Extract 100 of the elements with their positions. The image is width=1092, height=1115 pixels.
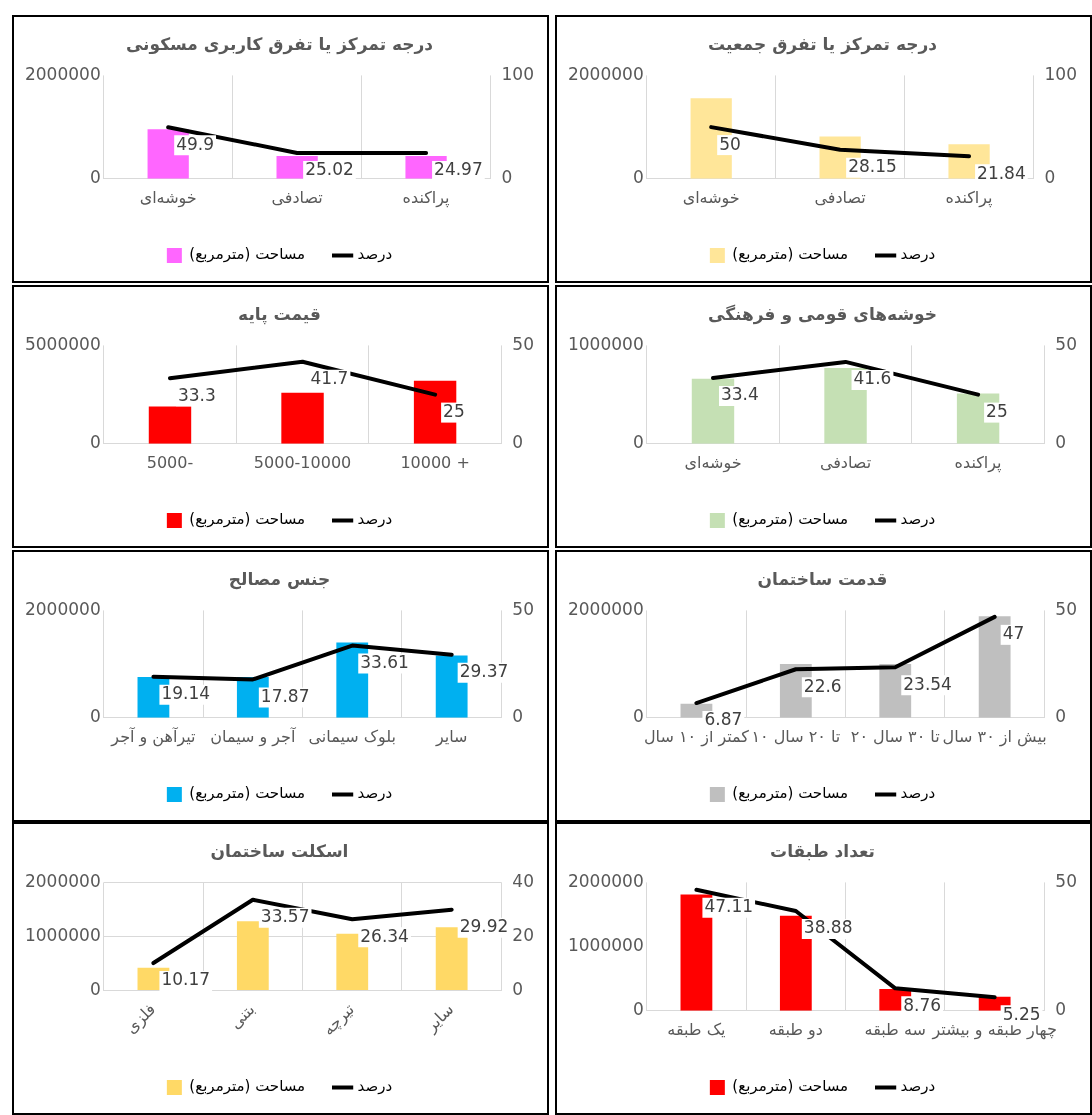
- legend-label: درصد: [357, 245, 393, 264]
- y-tick-label: 1000000: [567, 935, 644, 956]
- x-tick-label: تصادفی: [271, 187, 323, 207]
- data-label: 24.97: [434, 159, 483, 180]
- x-tick-label: سایر: [434, 726, 468, 747]
- y2-tick-label: 0: [501, 167, 513, 188]
- x-tick-label: 10000 +: [400, 452, 470, 472]
- x-tick-label: فلزی: [121, 999, 160, 1039]
- legend-label: درصد: [900, 245, 936, 264]
- y-tick-label: 0: [89, 432, 101, 453]
- legend-label: مساحت (مترمربع): [189, 1077, 306, 1096]
- y2-tick-label: 0: [512, 432, 524, 453]
- data-label: 29.37: [459, 661, 509, 682]
- y2-tick-label: 50: [1055, 870, 1078, 891]
- data-label: 6.87: [704, 709, 743, 730]
- chart-title: تعداد طبقات: [770, 840, 875, 861]
- data-label: 25: [443, 401, 465, 422]
- data-label: 33.57: [260, 906, 310, 927]
- x-tick-label: پراکنده: [954, 452, 1002, 473]
- y-tick-label: 0: [632, 432, 644, 453]
- y2-tick-label: 0: [1044, 167, 1056, 188]
- y-tick-label: 2000000: [24, 63, 101, 84]
- x-tick-label: ۱۰ تا ۲۰ سال: [751, 726, 841, 746]
- y2-tick-label: 0: [1055, 432, 1067, 453]
- data-label: 25.02: [305, 159, 354, 180]
- y2-tick-label: 50: [1055, 333, 1078, 354]
- data-label: 28.15: [848, 156, 897, 177]
- y2-tick-label: 50: [512, 333, 535, 354]
- x-tick-label: تصادفی: [814, 187, 866, 207]
- data-label: 10.17: [161, 969, 211, 990]
- legend-label: مساحت (مترمربع): [732, 510, 849, 529]
- bar: [281, 392, 324, 444]
- y2-tick-label: 0: [1055, 999, 1067, 1020]
- data-label: 22.6: [803, 675, 842, 696]
- x-tick-label: سه طبقه: [864, 1019, 926, 1039]
- x-tick-label: بلوک سیمانی: [308, 726, 397, 747]
- x-tick-label: پراکنده: [945, 187, 993, 208]
- x-tick-label: پراکنده: [402, 187, 450, 208]
- y-tick-label: 0: [89, 978, 101, 999]
- legend-label: مساحت (مترمربع): [189, 784, 306, 803]
- chart-title: اسکلت ساختمان: [210, 840, 349, 861]
- legend-label: مساحت (مترمربع): [189, 245, 306, 264]
- legend-label: درصد: [900, 1077, 936, 1096]
- legend-label: مساحت (مترمربع): [732, 1077, 849, 1096]
- x-tick-label: خوشه‌ای: [682, 187, 740, 208]
- x-tick-label: آجر و سیمان: [210, 726, 297, 747]
- chart-title: قدمت ساختمان: [757, 568, 888, 589]
- x-tick-label: یک طبقه: [667, 1019, 726, 1039]
- x-tick-label: 5000-10000: [253, 452, 352, 472]
- data-label: 41.6: [853, 368, 892, 389]
- bar: [148, 406, 192, 444]
- y-tick-label: 2000000: [567, 870, 644, 891]
- legend-label: درصد: [357, 510, 393, 529]
- data-label: 47.11: [704, 896, 754, 917]
- y-tick-label: 5000000: [24, 333, 101, 354]
- chart-title: قیمت پایه: [238, 303, 321, 325]
- y2-tick-label: 50: [512, 598, 535, 619]
- data-label: 33.61: [360, 652, 409, 673]
- x-tick-label: سایر: [420, 999, 459, 1037]
- data-label: 38.88: [803, 917, 853, 938]
- y-tick-label: 0: [89, 167, 101, 188]
- y-tick-label: 1000000: [24, 924, 101, 945]
- chart-title: جنس مصالح: [228, 568, 331, 590]
- y-tick-label: 0: [632, 706, 644, 727]
- chart-title: درجه تمرکز یا تفرق کاربری مسکونی: [125, 33, 434, 55]
- y2-tick-label: 0: [512, 706, 524, 727]
- legend-label: مساحت (مترمربع): [732, 245, 849, 264]
- data-label: 29.92: [459, 916, 509, 937]
- y-tick-label: 0: [632, 167, 644, 188]
- legend-label: درصد: [357, 784, 393, 803]
- x-tick-label: بتنی: [225, 999, 259, 1033]
- legend-label: مساحت (مترمربع): [189, 510, 306, 529]
- x-tick-label: تیرچه: [318, 999, 359, 1040]
- y-tick-label: 1000000: [567, 333, 644, 354]
- data-label: 8.76: [903, 994, 942, 1015]
- y-tick-label: 2000000: [567, 598, 644, 619]
- y2-tick-label: 20: [512, 924, 535, 945]
- x-tick-label: تیرآهن و آجر: [110, 726, 196, 747]
- data-label: 5.25: [1002, 1003, 1041, 1024]
- y-tick-label: 2000000: [24, 598, 101, 619]
- data-label: 49.9: [176, 133, 215, 154]
- chart-title: خوشه‌های قومی و فرهنگی: [707, 303, 938, 325]
- legend-label: درصد: [357, 1077, 393, 1096]
- y2-tick-label: 0: [512, 978, 524, 999]
- x-tick-label: دو طبقه: [768, 1019, 823, 1040]
- data-label: 33.3: [177, 384, 216, 405]
- legend-label: درصد: [900, 784, 936, 803]
- legend-label: درصد: [900, 510, 936, 529]
- y2-tick-label: 50: [1055, 598, 1078, 619]
- y-tick-label: 0: [632, 999, 644, 1020]
- y-tick-label: 2000000: [24, 870, 101, 891]
- y2-tick-label: 100: [501, 63, 535, 84]
- x-tick-label: تصادفی: [819, 452, 872, 472]
- legend-label: مساحت (مترمربع): [732, 784, 849, 803]
- data-label: 41.7: [310, 368, 349, 389]
- data-label: 25: [986, 401, 1008, 422]
- y2-tick-label: 100: [1044, 63, 1078, 84]
- x-tick-label: ۲۰ تا ۳۰ سال: [850, 726, 940, 746]
- x-tick-label: خوشه‌ای: [684, 452, 742, 473]
- x-tick-label: بیش از ۳۰ سال: [942, 726, 1047, 747]
